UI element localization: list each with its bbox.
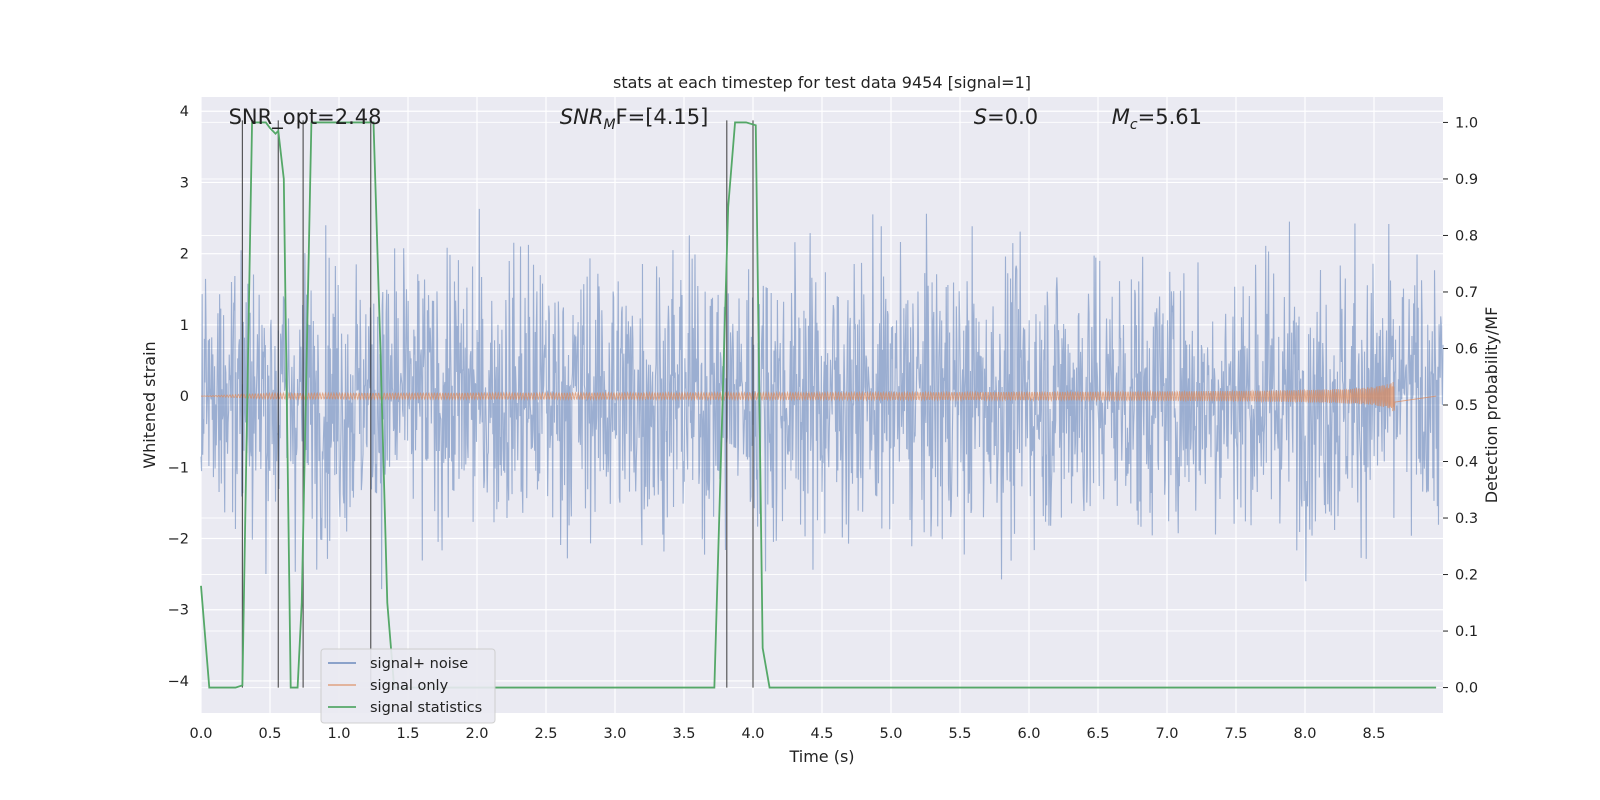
y2-tick-label: 0.6 [1455,341,1478,357]
noise-line [200,208,1444,590]
y-tick-label: −1 [168,460,189,476]
x-tick-label: 1.5 [396,726,419,742]
vertical-markers [241,120,754,688]
x-axis-label: Time (s) [788,747,854,766]
x-tick-label: 2.0 [465,726,488,742]
stats-line [200,121,1437,689]
y2-tick-label: 0.2 [1455,568,1478,584]
x-tick-label: 3.5 [672,726,695,742]
x-tick-label: 6.5 [1086,726,1109,742]
chart-title: stats at each timestep for test data 945… [613,73,1031,92]
legend-label-noise: signal+ noise [370,656,468,672]
y2-tick-label: 0.9 [1455,172,1478,188]
y2-tick-label: 0.5 [1455,398,1478,414]
y-tick-label: 4 [180,104,189,120]
x-tick-label: 7.5 [1224,726,1247,742]
x-tick-label: 3.0 [603,726,626,742]
annotation: Mc=5.61 [1112,105,1202,133]
x-tick-label: 1.0 [327,726,350,742]
y-tick-label: −3 [168,603,189,619]
x-tick-label: 8.0 [1293,726,1316,742]
y2-tick-label: 0.1 [1455,624,1478,640]
x-tick-label: 8.5 [1362,726,1385,742]
y-tick-label: 0 [180,389,189,405]
legend-box [320,648,496,724]
y-axis-label: Whitened strain [140,341,159,468]
y2-tick-label: 0.3 [1455,511,1478,527]
annotations: SNR_opt=2.48 SNRMF=[4.15] S=0.0 Mc=5.61 [229,105,1202,133]
y-tick-label: 2 [180,247,189,263]
x-tick-label: 0.5 [258,726,281,742]
y2-tick-labels: 1.0 0.9 0.8 0.7 0.6 0.5 0.4 0.3 0.2 0.1 0.0 [1443,115,1478,697]
x-tick-label: 4.0 [741,726,764,742]
annotation: SNR_opt=2.48 [229,105,382,130]
x-tick-label: 2.5 [534,726,557,742]
series-signal-only [200,382,1437,412]
y-tick-label: −2 [168,532,189,548]
y-tick-label: 3 [180,175,189,191]
x-tick-label: 7.0 [1155,726,1178,742]
series-signal-plus-noise [200,208,1444,590]
x-tick-label: 5.5 [948,726,971,742]
x-tick-labels: 0.0 0.5 1.0 1.5 2.0 2.5 3.0 3.5 4.0 4.5 5.0 5.5 6.0 6… [189,726,1385,742]
annotation: S=0.0 [974,105,1038,129]
y2-tick-label: 0.0 [1455,681,1478,697]
y2-tick-label: 0.4 [1455,455,1478,471]
legend-label-stats: signal statistics [370,700,482,716]
series-signal-statistics [200,121,1437,689]
y2-tick-label: 0.8 [1455,228,1478,244]
x-tick-label: 0.0 [189,726,212,742]
signal-line [200,382,1437,412]
y-tick-labels: 4 3 2 1 0 −1 −2 −3 −4 [168,104,189,690]
y-tick-label: −4 [168,674,189,690]
y2-axis-label: Detection probability/MF [1482,307,1501,504]
legend-label-signal: signal only [370,678,449,694]
x-tick-label: 4.5 [810,726,833,742]
annotation: SNRMF=[4.15] [560,105,709,133]
y-tick-label: 1 [180,318,189,334]
y2-tick-label: 1.0 [1455,115,1478,131]
y2-tick-label: 0.7 [1455,285,1478,301]
x-tick-label: 5.0 [879,726,902,742]
legend: signal+ noise signal only signal statist… [320,648,496,724]
x-tick-label: 6.0 [1017,726,1040,742]
